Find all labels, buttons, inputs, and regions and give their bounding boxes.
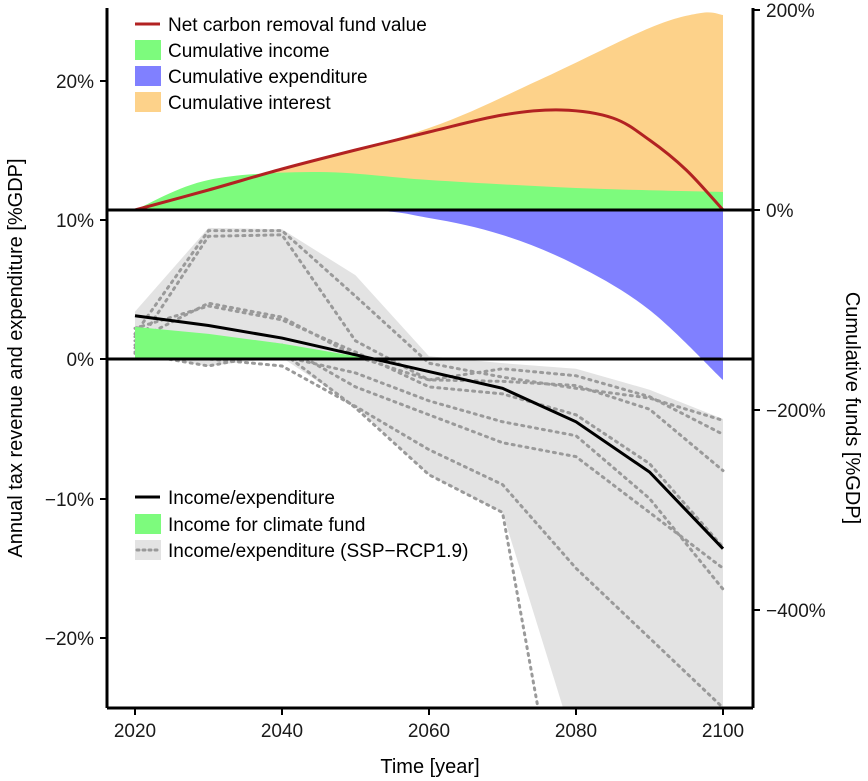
- ssp-scenario-line-1: [133, 229, 725, 422]
- right-axis-title: Cumulative funds [%GDP]: [841, 292, 863, 524]
- legend-label-income-expenditure: Income/expenditure: [168, 488, 335, 509]
- cumulative-income-area: [135, 172, 723, 210]
- right-y-ticks: 200% 0% −200% −400%: [753, 1, 826, 622]
- right-tick-label-m400: −400%: [766, 601, 826, 622]
- legend-swatch-cum-interest: [135, 92, 161, 112]
- cumulative-interest-area: [135, 12, 723, 210]
- x-tick-label-2020: 2020: [114, 721, 156, 742]
- left-tick-label-0: 0%: [67, 350, 95, 371]
- left-y-ticks: 20% 10% 0% −10% −20%: [45, 72, 107, 650]
- x-ticks: 2020 2040 2060 2080 2100: [114, 708, 744, 742]
- left-tick-label-m20: −20%: [45, 629, 94, 650]
- legend-label-ssp: Income/expenditure (SSP−RCP1.9): [168, 541, 468, 562]
- climate-income-area: [135, 326, 371, 359]
- legend-swatch-cum-income: [135, 40, 161, 60]
- legend-swatch-climate-income: [135, 514, 161, 534]
- legend-label-cum-income: Cumulative income: [168, 41, 330, 62]
- x-tick-label-2040: 2040: [261, 721, 303, 742]
- legend-top: Net carbon removal fund value Cumulative…: [135, 15, 427, 114]
- lines-layer: [134, 108, 725, 550]
- cumulative-areas-layer: [135, 12, 723, 380]
- left-axis-title: Annual tax revenue and expenditure [%GDP…: [5, 158, 27, 557]
- legend-label-cum-interest: Cumulative interest: [168, 93, 331, 114]
- legend-label-cum-expenditure: Cumulative expenditure: [168, 67, 368, 88]
- legend-swatch-cum-expenditure: [135, 66, 161, 86]
- x-tick-label-2100: 2100: [702, 721, 744, 742]
- x-tick-label-2060: 2060: [408, 721, 450, 742]
- legend-label-fund-value: Net carbon removal fund value: [168, 15, 427, 36]
- left-tick-label-10: 10%: [56, 211, 94, 232]
- x-tick-label-2080: 2080: [555, 721, 597, 742]
- income-expenditure-line: [134, 314, 725, 550]
- climate-income-layer: [135, 326, 371, 359]
- ssp-scenario-line-8: [133, 350, 540, 708]
- x-axis-title: Time [year]: [380, 756, 479, 778]
- right-tick-label-m200: −200%: [766, 401, 826, 422]
- right-tick-label-200: 200%: [766, 1, 815, 22]
- ssp-scenario-line-3: [133, 301, 725, 473]
- legend-bottom: Income/expenditure Income for climate fu…: [135, 488, 468, 562]
- left-tick-label-m10: −10%: [45, 490, 94, 511]
- left-tick-label-20: 20%: [56, 72, 94, 93]
- net-fund-value-line: [134, 108, 725, 212]
- right-tick-label-0: 0%: [766, 201, 794, 222]
- cumulative-expenditure-area: [135, 209, 723, 380]
- legend-label-climate-income: Income for climate fund: [168, 515, 365, 536]
